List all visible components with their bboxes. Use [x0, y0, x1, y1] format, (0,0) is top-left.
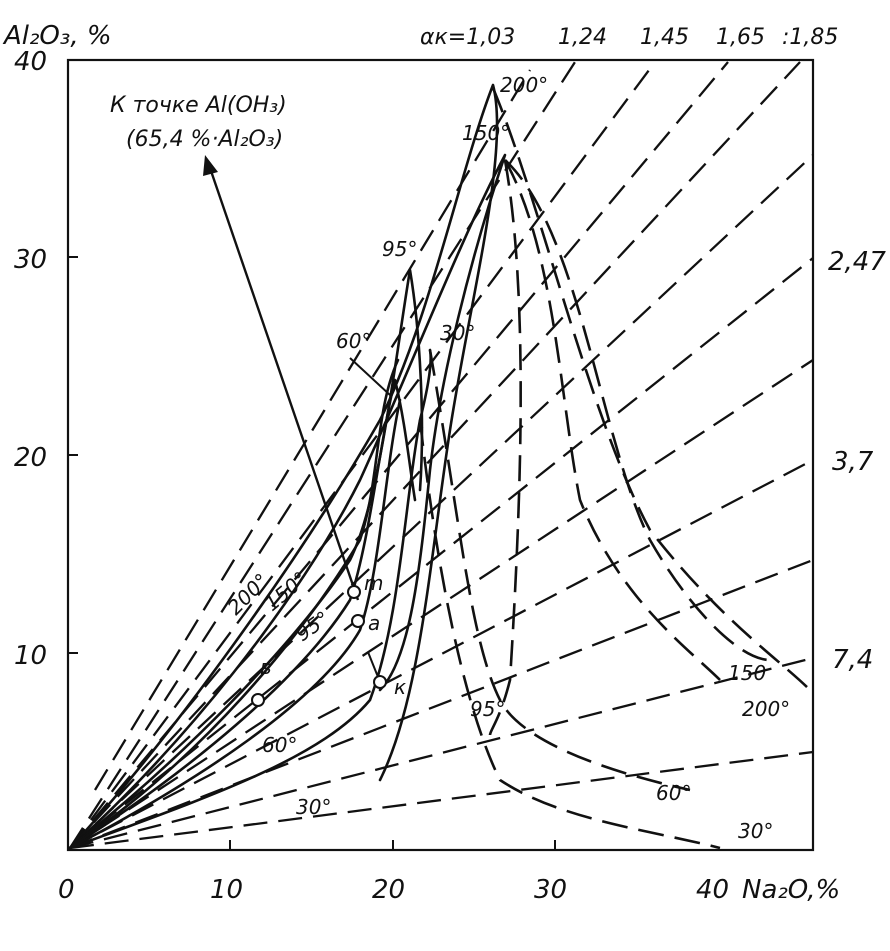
isotherm-60-solid — [68, 378, 417, 850]
alpha-top-3: 1,65 — [716, 25, 765, 50]
temp-30-mid: 30° — [440, 321, 475, 345]
alpha-label: αк=1,03 — [420, 25, 515, 50]
temp-200-right: 200° — [742, 697, 790, 721]
point-m — [347, 585, 361, 599]
x-tick-40: 40 — [696, 875, 729, 905]
ray-5 — [69, 154, 814, 849]
temp-60-top: 60° — [336, 329, 371, 353]
y-tick-30: 30 — [14, 245, 47, 275]
ray-2 — [69, 61, 656, 849]
x-tick-20: 20 — [372, 875, 405, 905]
connector-60 — [349, 357, 391, 396]
point-label-m: m — [364, 571, 383, 595]
temp-60-low: 60° — [262, 733, 297, 757]
ray-1 — [69, 61, 576, 849]
alpha-top-2: 1,45 — [640, 25, 689, 50]
alpha-right-1: 2,47 — [828, 247, 886, 277]
annotation-arrow — [203, 155, 360, 601]
temp-30-low: 30° — [296, 795, 331, 819]
ray-8 — [69, 458, 814, 850]
x-tick-0: 0 — [58, 875, 75, 905]
y-tick-10: 10 — [14, 641, 47, 671]
isotherm-inner-b — [68, 398, 402, 850]
alpha-top-4: :1,85 — [782, 25, 838, 50]
isotherm-95-solid — [68, 268, 424, 850]
isotherm-30-dashed — [418, 419, 721, 850]
isotherm-extra-dashed — [503, 159, 721, 681]
isotherms-solid — [68, 83, 507, 850]
x-tick-10: 10 — [210, 875, 243, 905]
isotherm-150-solid — [68, 153, 507, 850]
temp-150-right: 150 — [728, 661, 766, 685]
isotherms-dashed — [418, 87, 811, 850]
ray-7 — [69, 359, 814, 849]
point-a — [351, 614, 365, 628]
alpha-rays — [69, 61, 814, 850]
temp-95-bottom: 95° — [470, 697, 505, 721]
ray-4 — [69, 61, 801, 849]
y-axis-ticks — [68, 256, 556, 850]
point-label-b: в — [260, 655, 272, 679]
point-k — [373, 675, 387, 689]
ray-12 — [94, 69, 531, 791]
y-tick-20: 20 — [14, 443, 47, 473]
ray-6 — [69, 257, 814, 849]
temp-95-top: 95° — [382, 237, 417, 261]
alpha-right-2: 3,7 — [832, 447, 874, 477]
isotherm-200-dashed — [491, 87, 811, 691]
ray-9 — [69, 558, 814, 850]
temp-150-top: 150° — [462, 121, 510, 145]
ray-3 — [69, 61, 729, 849]
point-label-a: a — [368, 611, 380, 635]
temp-200-top: 200° — [500, 73, 548, 97]
temp-60-bottom: 60° — [656, 781, 691, 805]
point-label-k: к — [394, 675, 406, 699]
annotation-line-1: К точке Al(OH₃) — [110, 93, 287, 118]
y-tick-40: 40 — [14, 47, 47, 77]
temp-95-left: 95° — [291, 606, 334, 646]
y-axis-label: Al₂O₃, % — [2, 21, 112, 51]
x-axis-label: Na₂O,% — [742, 875, 840, 905]
temp-30-bottom: 30° — [738, 819, 773, 843]
ray-10 — [69, 656, 814, 850]
isotherm-60-dashed — [428, 349, 691, 792]
alpha-right-3: 7,4 — [832, 645, 873, 675]
data-points — [251, 585, 387, 707]
ray-11 — [69, 750, 814, 850]
alpha-top-1: 1,24 — [558, 25, 607, 50]
x-tick-30: 30 — [534, 875, 567, 905]
isotherm-150-dashed — [504, 159, 771, 662]
isotherm-200-solid — [68, 83, 499, 850]
isotherm-30-solid — [68, 348, 432, 850]
annotation-line-2: (65,4 %·Al₂O₃) — [126, 127, 283, 152]
isotherm-95-dashed — [488, 159, 522, 736]
point-b — [251, 693, 265, 707]
isotherm-inner-a — [68, 358, 400, 850]
